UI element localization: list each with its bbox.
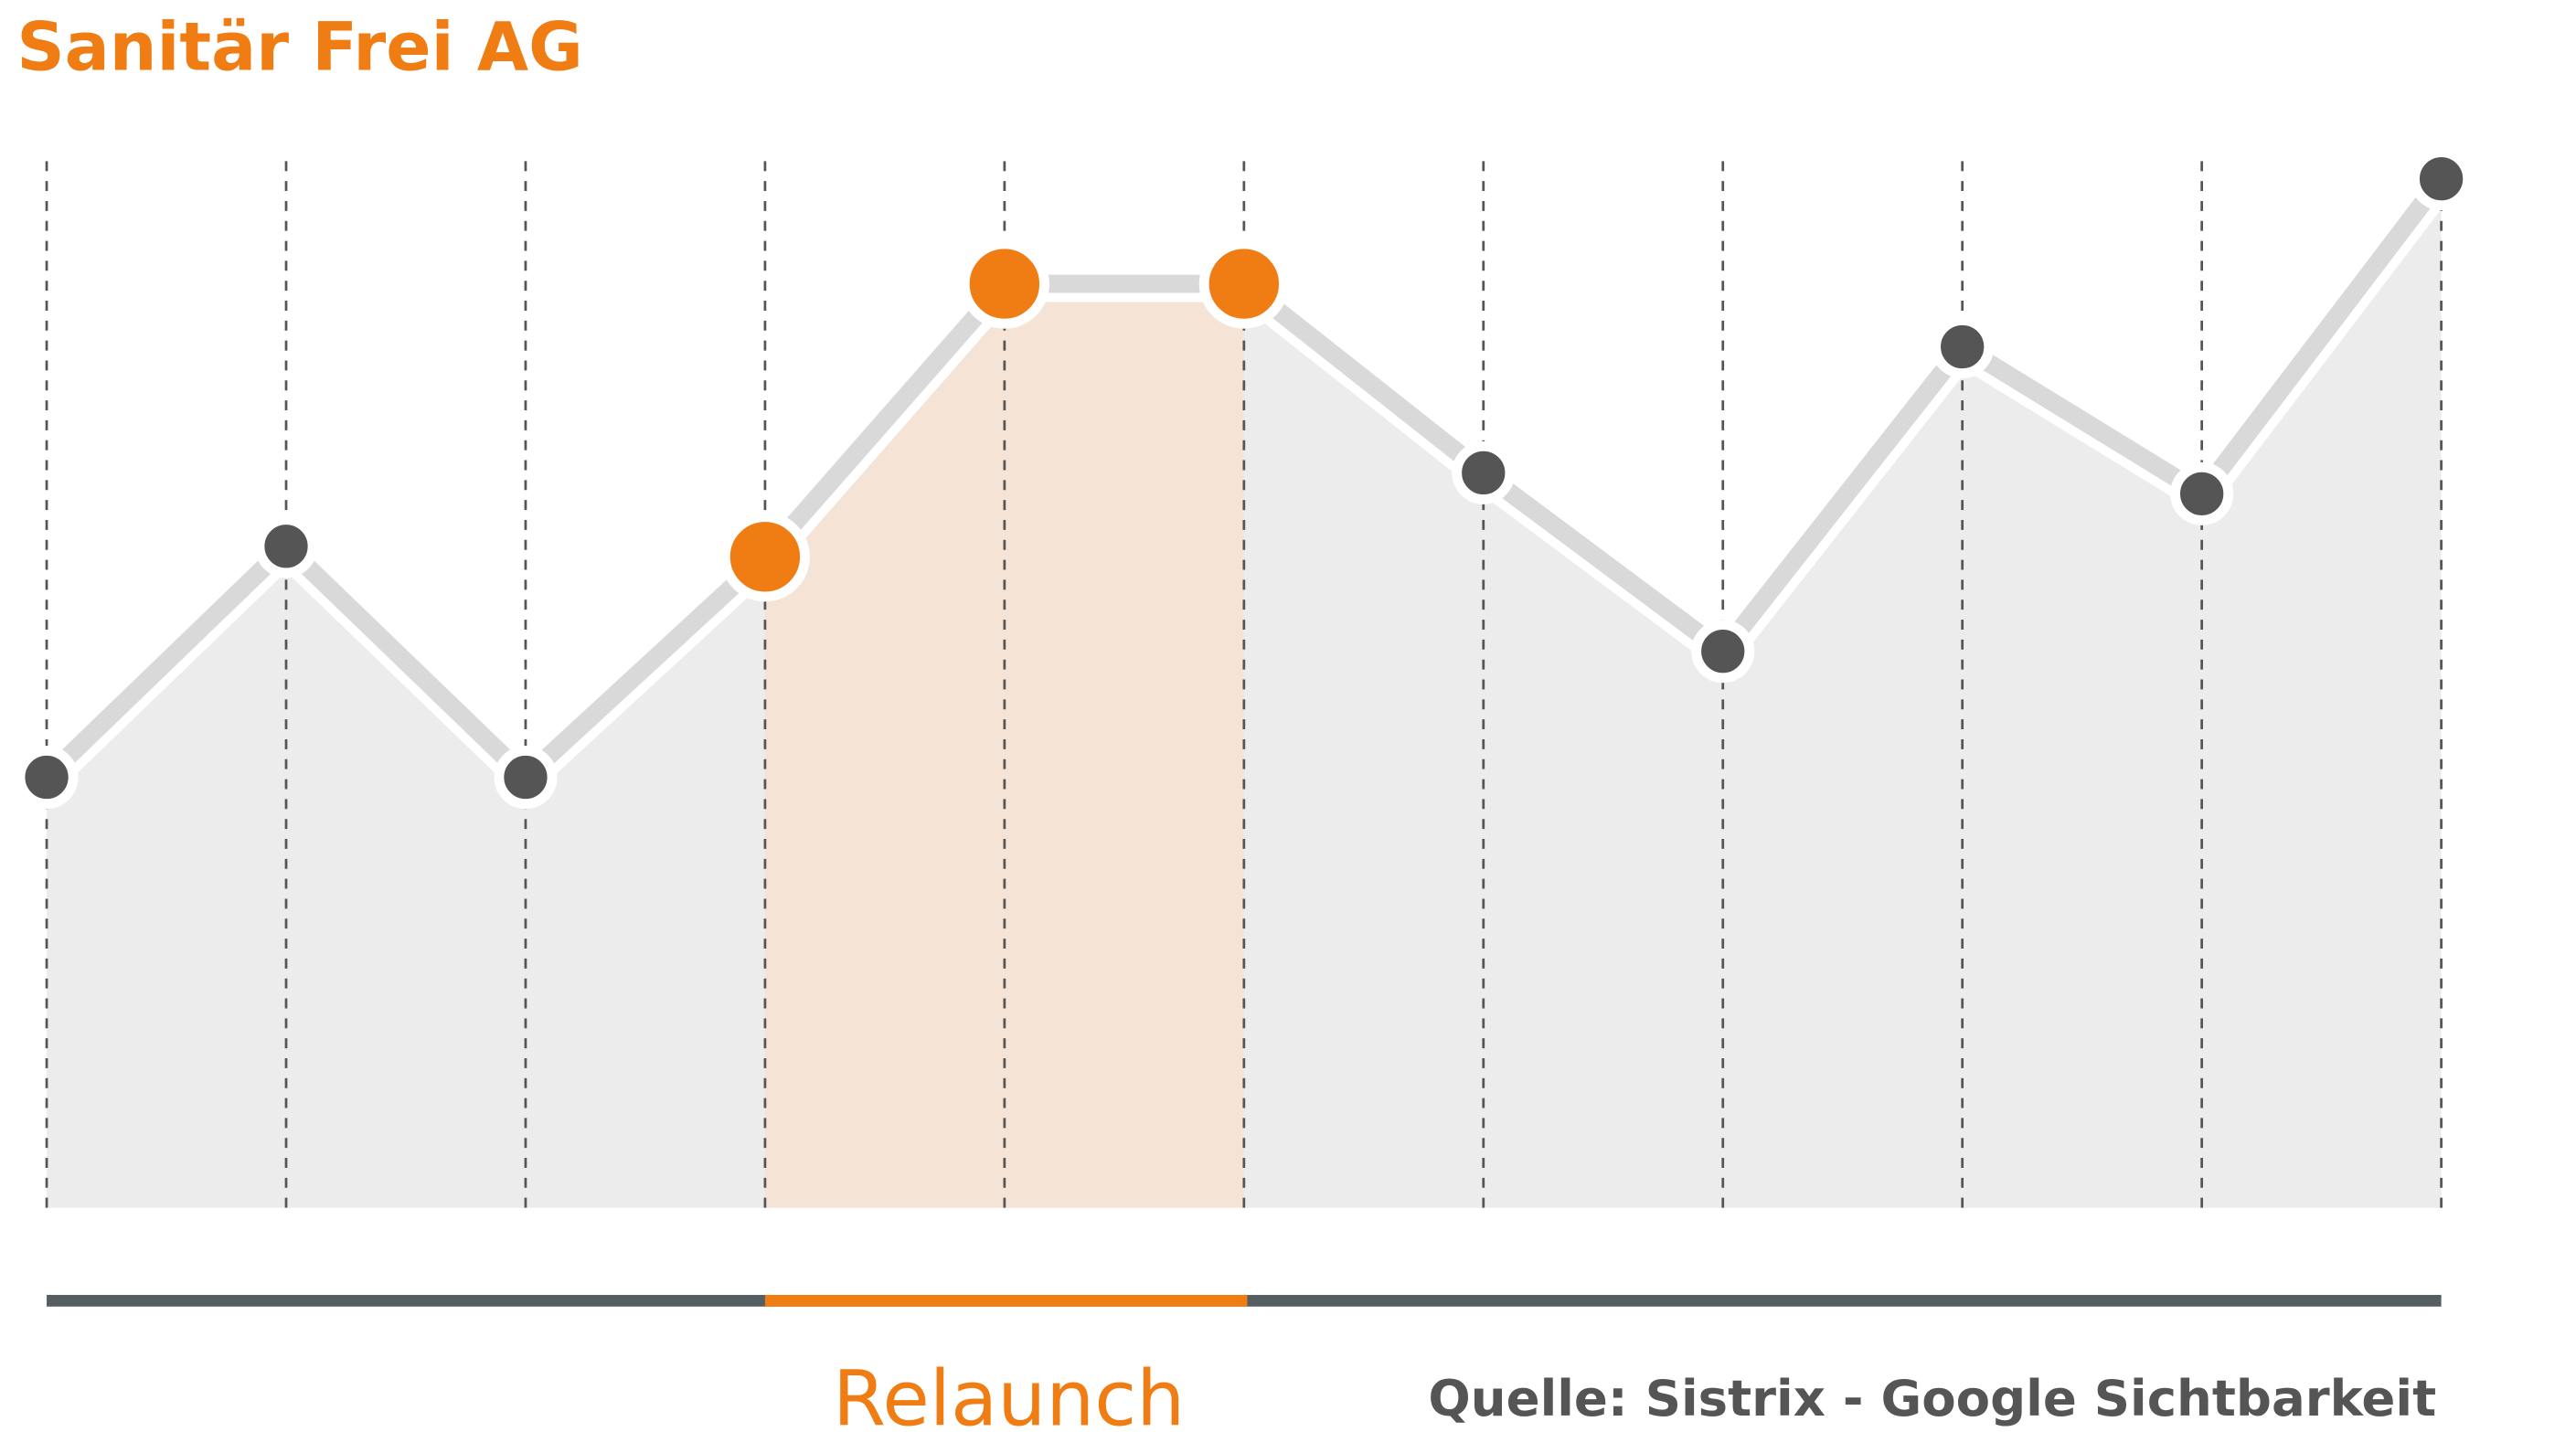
highlight-point: [719, 512, 811, 602]
highlight-label: Relaunch: [833, 1354, 1185, 1432]
chart-title: Sanitär Frei AG: [16, 9, 582, 86]
point: [2410, 147, 2474, 211]
highlight-point: [959, 239, 1049, 329]
highlight-point: [1198, 239, 1289, 329]
area: [47, 178, 2442, 1208]
point: [254, 514, 318, 578]
point: [15, 746, 79, 810]
point: [494, 746, 558, 810]
point: [1452, 440, 1516, 504]
point: [1931, 314, 1995, 379]
point: [1691, 620, 1755, 684]
point: [2170, 461, 2234, 525]
source-note: Quelle: Sistrix - Google Sichtbarkeit: [1428, 1369, 2436, 1427]
